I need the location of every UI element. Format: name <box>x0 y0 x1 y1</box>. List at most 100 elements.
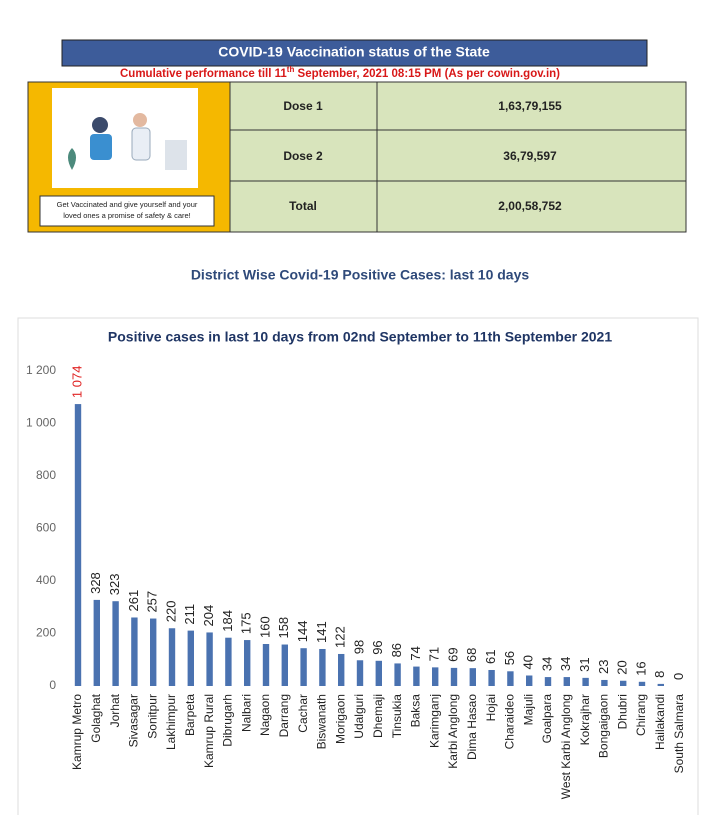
poster-cabinet <box>165 140 187 170</box>
x-tick-label: Kamrup Rural <box>202 694 216 768</box>
title-bar <box>61 39 648 67</box>
poster-figure <box>90 134 112 160</box>
y-tick-label: 1 200 <box>26 363 56 377</box>
x-tick-label: Hojai <box>484 694 498 721</box>
x-tick-label: Bongaigaon <box>597 694 611 758</box>
value-label: 56 <box>502 651 517 665</box>
x-tick-label: Nagaon <box>258 694 272 736</box>
value-label: 211 <box>182 604 197 625</box>
y-tick-label: 600 <box>36 521 56 535</box>
bar <box>300 648 307 686</box>
value-label: 323 <box>107 574 122 596</box>
poster-image <box>52 88 198 188</box>
poster-figure <box>92 117 108 133</box>
subtitle-text: Cumulative performance till 11 <box>120 68 287 80</box>
bar <box>168 628 176 686</box>
poster-figure <box>133 113 147 127</box>
table-cell: 2,00,58,752 <box>498 199 562 213</box>
x-tick-label: Sonitpur <box>145 694 159 739</box>
table-cell: 36,79,597 <box>503 149 557 163</box>
x-tick-label: Kamrup Metro <box>70 694 84 770</box>
x-tick-label: Dima Hasao <box>465 694 479 760</box>
value-label: 8 <box>652 671 667 678</box>
value-label: 175 <box>239 612 254 634</box>
x-tick-label: Barpeta <box>183 694 197 736</box>
bar <box>262 644 270 686</box>
value-label: 16 <box>633 661 648 675</box>
bar <box>225 637 232 686</box>
value-label: 40 <box>521 655 536 669</box>
poster-caption-box <box>39 195 215 227</box>
value-label: 158 <box>276 617 291 639</box>
chart-title: Positive cases in last 10 days from 02nd… <box>108 329 612 345</box>
header-title: COVID-19 Vaccination status of the State <box>218 44 490 60</box>
value-label: 204 <box>201 605 216 627</box>
value-label: 184 <box>220 610 235 632</box>
x-tick-label: Dibrugarh <box>221 694 235 747</box>
y-tick-label: 0 <box>49 678 56 692</box>
value-label: 74 <box>408 646 423 660</box>
bar <box>356 660 364 686</box>
x-tick-label: Charaideo <box>503 694 517 750</box>
table-cell: Total <box>289 199 317 213</box>
bar <box>375 660 382 686</box>
x-tick-label: Goalpara <box>540 694 554 744</box>
value-label: 328 <box>88 572 103 594</box>
bar <box>488 669 495 686</box>
x-tick-label: Lakhimpur <box>164 694 178 750</box>
x-tick-label: Sivasagar <box>127 694 141 747</box>
x-tick-label: Tinsukia <box>390 694 404 739</box>
bar <box>601 679 608 686</box>
bar <box>620 680 627 686</box>
bar <box>526 675 533 686</box>
value-label: 160 <box>257 616 272 638</box>
poster-figure <box>131 127 151 161</box>
value-label: 34 <box>558 657 573 671</box>
subtitle-text: September, 2021 08:15 PM (As per cowin.g… <box>294 68 560 80</box>
value-label: 86 <box>389 643 404 657</box>
x-tick-label: Biswanath <box>315 694 329 749</box>
y-tick-label: 400 <box>36 573 56 587</box>
x-tick-label: Chirang <box>634 694 648 736</box>
value-label: 68 <box>464 648 479 662</box>
header-subtitle: Cumulative performance till 11th Septemb… <box>120 65 560 80</box>
bar <box>544 677 552 686</box>
value-label: 61 <box>483 650 498 664</box>
section-title: District Wise Covid-19 Positive Cases: l… <box>191 267 530 283</box>
bar <box>187 630 194 686</box>
bar <box>150 618 157 686</box>
value-label: 261 <box>126 590 141 612</box>
bar <box>582 677 589 686</box>
poster-caption: loved ones a promise of safety & care! <box>63 211 191 220</box>
bar <box>469 668 476 686</box>
value-label: 31 <box>577 657 592 671</box>
bar <box>450 667 458 686</box>
x-tick-label: Baksa <box>409 694 423 728</box>
value-label: 1 074 <box>69 366 84 399</box>
value-label: 141 <box>314 621 329 643</box>
bar <box>638 681 646 686</box>
value-label: 98 <box>351 640 366 654</box>
bar <box>507 671 514 686</box>
x-tick-label: Udalguri <box>352 694 366 739</box>
bar <box>281 644 288 686</box>
value-label: 220 <box>163 601 178 623</box>
bar <box>657 683 664 686</box>
table-cell: 1,63,79,155 <box>498 99 562 113</box>
table <box>229 81 687 233</box>
subtitle-sup: th <box>287 65 295 74</box>
value-label: 20 <box>615 660 630 674</box>
x-tick-label: Hailakandi <box>653 694 667 750</box>
bar <box>93 599 100 686</box>
bar <box>394 663 401 686</box>
bar <box>74 404 82 686</box>
bar <box>413 666 420 686</box>
value-label: 71 <box>427 647 442 661</box>
x-tick-label: Morigaon <box>333 694 347 744</box>
table-cell: Dose 2 <box>283 149 323 163</box>
bar <box>244 640 251 686</box>
value-label: 144 <box>295 620 310 642</box>
x-tick-label: South Salmara <box>672 694 686 774</box>
